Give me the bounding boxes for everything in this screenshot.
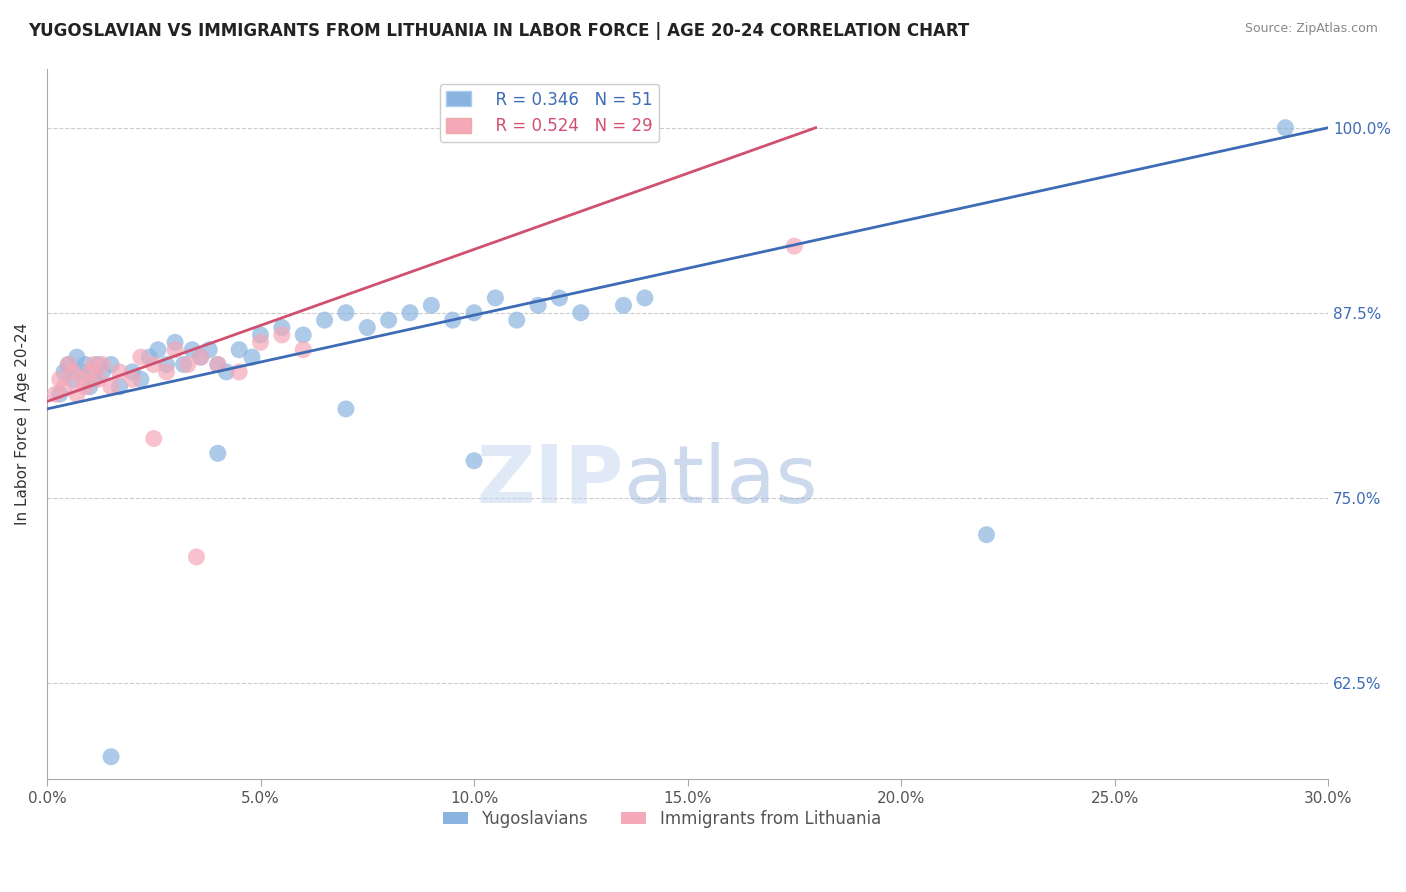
Point <box>129 372 152 386</box>
Point <box>108 380 131 394</box>
Point <box>186 549 208 564</box>
Point <box>58 358 80 372</box>
Point <box>207 358 229 372</box>
Point <box>240 350 263 364</box>
Point <box>292 343 315 357</box>
Text: YUGOSLAVIAN VS IMMIGRANTS FROM LITHUANIA IN LABOR FORCE | AGE 20-24 CORRELATION : YUGOSLAVIAN VS IMMIGRANTS FROM LITHUANIA… <box>28 22 969 40</box>
Point <box>228 343 250 357</box>
Point <box>83 372 105 386</box>
Point <box>399 306 422 320</box>
Point <box>75 358 97 372</box>
Point <box>138 350 160 364</box>
Point <box>441 313 464 327</box>
Point <box>165 343 187 357</box>
Point <box>91 358 114 372</box>
Point <box>527 298 550 312</box>
Point <box>548 291 571 305</box>
Point <box>463 454 485 468</box>
Point <box>783 239 806 253</box>
Point <box>66 350 89 364</box>
Point <box>181 343 204 357</box>
Y-axis label: In Labor Force | Age 20-24: In Labor Force | Age 20-24 <box>15 323 31 524</box>
Point <box>155 358 177 372</box>
Point <box>177 358 200 372</box>
Point <box>142 432 165 446</box>
Point <box>100 358 122 372</box>
Point <box>270 320 292 334</box>
Point <box>49 387 72 401</box>
Point <box>207 446 229 460</box>
Point <box>155 365 177 379</box>
Legend: Yugoslavians, Immigrants from Lithuania: Yugoslavians, Immigrants from Lithuania <box>436 803 887 835</box>
Point <box>129 350 152 364</box>
Point <box>198 343 221 357</box>
Point <box>58 358 80 372</box>
Text: ZIP: ZIP <box>477 442 623 519</box>
Point <box>121 365 143 379</box>
Point <box>228 365 250 379</box>
Point <box>173 358 195 372</box>
Point <box>190 350 212 364</box>
Point <box>70 372 93 386</box>
Point <box>249 335 271 350</box>
Point <box>484 291 506 305</box>
Point <box>612 298 634 312</box>
Point <box>463 306 485 320</box>
Point <box>83 358 105 372</box>
Point <box>249 327 271 342</box>
Point <box>215 365 238 379</box>
Point <box>506 313 529 327</box>
Point <box>70 365 93 379</box>
Point <box>87 372 110 386</box>
Point <box>79 380 101 394</box>
Point <box>314 313 336 327</box>
Point <box>634 291 657 305</box>
Point <box>66 387 89 401</box>
Point <box>53 380 76 394</box>
Point <box>121 372 143 386</box>
Point <box>142 358 165 372</box>
Point <box>79 365 101 379</box>
Point <box>146 343 169 357</box>
Point <box>108 365 131 379</box>
Point <box>270 327 292 342</box>
Point <box>377 313 399 327</box>
Point <box>53 365 76 379</box>
Point <box>976 527 998 541</box>
Point <box>420 298 443 312</box>
Point <box>165 335 187 350</box>
Point <box>100 380 122 394</box>
Point <box>1274 120 1296 135</box>
Point <box>44 387 66 401</box>
Point <box>356 320 378 334</box>
Text: Source: ZipAtlas.com: Source: ZipAtlas.com <box>1244 22 1378 36</box>
Point <box>75 380 97 394</box>
Point <box>292 327 315 342</box>
Point <box>87 358 110 372</box>
Point <box>100 749 122 764</box>
Point <box>335 401 357 416</box>
Point <box>62 372 84 386</box>
Point <box>91 365 114 379</box>
Text: atlas: atlas <box>623 442 818 519</box>
Point <box>207 358 229 372</box>
Point <box>49 372 72 386</box>
Point <box>190 350 212 364</box>
Point <box>569 306 592 320</box>
Point <box>335 306 357 320</box>
Point <box>62 365 84 379</box>
